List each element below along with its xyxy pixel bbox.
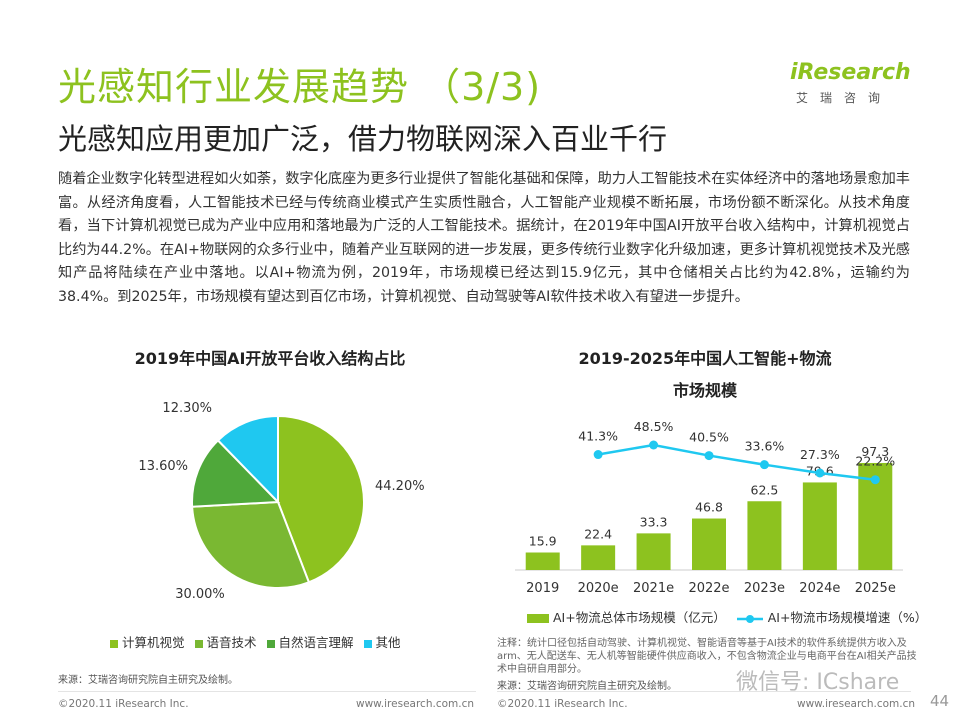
x-tick-label-3: 2022e bbox=[688, 581, 729, 596]
bar-line-chart: 15.9 2019 22.4 2020e 33.3 2021e 46.8 2022e 62.5 2… bbox=[515, 419, 903, 596]
growth-point-1 bbox=[593, 450, 603, 460]
growth-label-3: 40.5% bbox=[689, 430, 729, 445]
growth-label-4: 33.6% bbox=[745, 439, 785, 454]
legend-label: 其他 bbox=[375, 635, 401, 650]
pie-label-3: 12.30% bbox=[162, 401, 212, 416]
logo-text: iResearch bbox=[790, 60, 911, 85]
x-tick-label-1: 2020e bbox=[578, 581, 619, 596]
legend-label: 语音技术 bbox=[206, 635, 257, 650]
logo-subtext: 艾瑞咨询 bbox=[796, 91, 893, 105]
legend-swatch bbox=[266, 639, 275, 648]
bar-5 bbox=[802, 482, 837, 570]
pie-legend-item-3: 其他 bbox=[363, 632, 401, 651]
pie-slice-3 bbox=[216, 414, 279, 505]
legend-swatch-bar bbox=[527, 614, 549, 623]
footer-left-copyright: ©2020.11 iResearch Inc. bbox=[58, 698, 189, 710]
bar-1 bbox=[581, 545, 616, 570]
growth-label-5: 27.3% bbox=[800, 447, 840, 462]
bar-chart-title-line2: 市场规模 bbox=[672, 381, 737, 400]
right-source: 来源：艾瑞咨询研究院自主研究及绘制。 bbox=[497, 681, 677, 692]
legend-swatch bbox=[363, 639, 372, 648]
pie-chart: 44.20% 30.00% 13.60% 12.30% bbox=[138, 401, 425, 602]
bar-3 bbox=[692, 518, 726, 570]
bar-value-label-4: 62.5 bbox=[751, 482, 779, 497]
legend-item-bar: AI+物流总体市场规模（亿元） bbox=[527, 607, 726, 626]
iresearch-logo: iResearch 艾瑞咨询 bbox=[790, 60, 911, 106]
legend-swatch-line bbox=[736, 610, 764, 625]
growth-label-2: 48.5% bbox=[634, 419, 674, 434]
bar-value-label-0: 15.9 bbox=[529, 534, 557, 549]
legend-label: 自然语言理解 bbox=[278, 635, 354, 650]
pie-legend-item-1: 语音技术 bbox=[194, 632, 257, 651]
right-note: 注释：统计口径包括自动驾驶、计算机视觉、智能语音等基于AI技术的软件系统提供方收… bbox=[497, 638, 917, 675]
pie-chart-title: 2019年中国AI开放平台收入结构占比 bbox=[134, 349, 406, 368]
page-title: 光感知行业发展趋势 （3/3) bbox=[58, 65, 542, 109]
bar-chart-legend: AI+物流总体市场规模（亿元） AI+物流市场规模增速（%） bbox=[527, 607, 927, 626]
legend-label: 计算机视觉 bbox=[122, 635, 185, 650]
pie-legend-item-2: 自然语言理解 bbox=[266, 632, 354, 651]
pie-legend-item-0: 计算机视觉 bbox=[110, 632, 185, 651]
pie-slice-0 bbox=[277, 414, 365, 584]
growth-point-4 bbox=[759, 460, 769, 470]
bar-chart-title-line1: 2019-2025年中国人工智能+物流 bbox=[578, 349, 832, 368]
pie-label-0: 44.20% bbox=[375, 479, 425, 494]
pie-slice-1 bbox=[191, 500, 311, 589]
bar-2 bbox=[636, 533, 671, 570]
x-tick-label-0: 2019 bbox=[526, 581, 559, 596]
legend-label-bar: AI+物流总体市场规模（亿元） bbox=[553, 610, 726, 625]
legend-swatch bbox=[194, 639, 203, 648]
growth-label-6: 22.2% bbox=[855, 454, 895, 469]
bar-value-label-6: 97.3 bbox=[861, 444, 889, 459]
growth-line bbox=[597, 443, 876, 481]
footer-divider-right bbox=[497, 691, 911, 692]
legend-item-line: AI+物流市场规模增速（%） bbox=[736, 607, 928, 626]
footer-left-url: www.iresearch.com.cn bbox=[356, 698, 475, 710]
body-paragraph: 随着企业数字化转型进程如火如荼，数字化底座为更多行业提供了智能化基础和保障，助力… bbox=[58, 171, 910, 305]
growth-point-6 bbox=[870, 475, 880, 485]
legend-label-line: AI+物流市场规模增速（%） bbox=[767, 610, 928, 625]
x-tick-label-2: 2021e bbox=[633, 581, 674, 596]
page-number: 44 bbox=[930, 692, 950, 710]
x-tick-label-6: 2025e bbox=[855, 581, 896, 596]
growth-label-1: 41.3% bbox=[578, 429, 618, 444]
bar-0 bbox=[525, 552, 560, 570]
left-source: 来源：艾瑞咨询研究院自主研究及绘制。 bbox=[58, 675, 238, 686]
pie-legend: 计算机视觉 语音技术 自然语言理解 其他 bbox=[110, 632, 401, 651]
pie-label-1: 30.00% bbox=[175, 587, 225, 602]
growth-point-5 bbox=[815, 468, 825, 478]
growth-point-2 bbox=[649, 440, 659, 450]
bar-value-label-3: 46.8 bbox=[695, 500, 723, 515]
x-tick-label-5: 2024e bbox=[799, 581, 840, 596]
legend-swatch bbox=[110, 639, 118, 648]
growth-point-3 bbox=[704, 451, 714, 461]
bar-value-label-2: 33.3 bbox=[640, 514, 668, 529]
page-subtitle: 光感知应用更加广泛，借力物联网深入百业千行 bbox=[58, 122, 668, 156]
wechat-watermark: 微信号: ICshare bbox=[736, 670, 900, 695]
footer-right-url: www.iresearch.com.cn bbox=[797, 698, 916, 710]
pie-slice-2 bbox=[191, 438, 281, 508]
footer-divider-left bbox=[58, 691, 476, 692]
pie-label-2: 13.60% bbox=[138, 459, 188, 474]
x-tick-label-4: 2023e bbox=[744, 581, 785, 596]
bar-4 bbox=[747, 501, 782, 570]
footer-right-copyright: ©2020.11 iResearch Inc. bbox=[497, 698, 628, 710]
bar-value-label-1: 22.4 bbox=[584, 526, 612, 541]
